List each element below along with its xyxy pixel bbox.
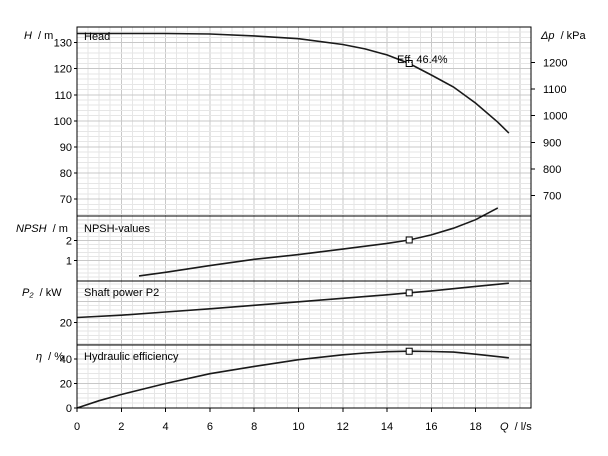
- dp-tick-label: 700: [543, 190, 561, 202]
- power-curve: [76, 282, 509, 319]
- npsh-ylabel: NPSH / m: [16, 223, 68, 235]
- tick-layer: 7080901001101201307008009001000110012001…: [54, 38, 568, 433]
- x-axis-label-unit: / l/s: [515, 421, 533, 433]
- x-tick-label: 6: [207, 421, 213, 433]
- x-tick-label: 2: [118, 421, 124, 433]
- npsh-panel-title: NPSH-values: [84, 223, 151, 235]
- x-tick-label: 18: [470, 421, 482, 433]
- efficiency-curve: [76, 350, 509, 409]
- y-tick-label: 20: [60, 318, 72, 330]
- dp-ylabel-symbol: Δp: [540, 30, 555, 42]
- head-ylabel-unit: / m: [38, 30, 53, 42]
- curve-layer: [76, 32, 510, 409]
- y-tick-label: 2: [66, 235, 72, 247]
- efficiency-operating-point-marker: [405, 347, 413, 355]
- power-ylabel: P₂ / kW: [22, 287, 62, 299]
- y-tick-label: 1: [66, 256, 72, 268]
- x-tick-label: 8: [251, 421, 257, 433]
- efficiency-ylabel-symbol: η: [36, 351, 42, 363]
- efficiency-panel-title: Hydraulic efficiency: [84, 351, 179, 363]
- y-tick-label: 100: [54, 116, 72, 128]
- efficiency-ylabel-unit: / %: [48, 351, 64, 363]
- power-panel-title: Shaft power P2: [84, 287, 159, 299]
- power-ylabel-unit: / kW: [40, 287, 63, 299]
- dp-tick-label: 800: [543, 164, 561, 176]
- label-layer: Eff. 46.4% Head NPSH-values Shaft power …: [16, 30, 587, 433]
- dp-tick-label: 900: [543, 137, 561, 149]
- y-tick-label: 130: [54, 38, 72, 50]
- x-tick-label: 0: [74, 421, 80, 433]
- y-tick-label: 20: [60, 379, 72, 391]
- y-tick-label: 80: [60, 168, 72, 180]
- efficiency-annotation: Eff. 46.4%: [397, 54, 448, 66]
- head-ylabel-symbol: H: [24, 30, 32, 42]
- power-ylabel-symbol: P₂: [22, 287, 34, 299]
- efficiency-panel-frame: [76, 344, 532, 409]
- dp-tick-label: 1000: [543, 111, 567, 123]
- head-operating-point-marker: [405, 59, 413, 67]
- y-tick-label: 40: [60, 354, 72, 366]
- x-axis-label: Q / l/s: [500, 421, 532, 433]
- npsh-curve: [138, 207, 499, 277]
- dp-ylabel: Δp / kPa: [540, 30, 587, 42]
- dp-tick-label: 1200: [543, 58, 567, 70]
- x-tick-label: 14: [381, 421, 393, 433]
- npsh-ylabel-unit: / m: [53, 223, 68, 235]
- x-tick-label: 12: [337, 421, 349, 433]
- head-ylabel: H / m: [24, 30, 53, 42]
- power-operating-point-marker: [405, 289, 413, 297]
- npsh-ylabel-symbol: NPSH: [16, 223, 47, 235]
- frame-layer: [76, 26, 532, 409]
- efficiency-ylabel: η / %: [36, 351, 64, 363]
- y-tick-label: 70: [60, 194, 72, 206]
- x-tick-label: 16: [425, 421, 437, 433]
- y-tick-label: 120: [54, 64, 72, 76]
- x-tick-label: 10: [292, 421, 304, 433]
- dp-tick-label: 1100: [543, 84, 567, 96]
- dp-ylabel-unit: / kPa: [561, 30, 587, 42]
- y-tick-label: 90: [60, 142, 72, 154]
- x-tick-label: 4: [163, 421, 169, 433]
- head-curve: [77, 32, 510, 134]
- npsh-operating-point-marker: [405, 236, 413, 244]
- y-tick-label: 0: [66, 403, 72, 415]
- x-axis-label-q: Q: [500, 421, 509, 433]
- y-tick-label: 110: [54, 90, 72, 102]
- head-panel-title: Head: [84, 31, 110, 43]
- head-panel-frame: [76, 26, 532, 217]
